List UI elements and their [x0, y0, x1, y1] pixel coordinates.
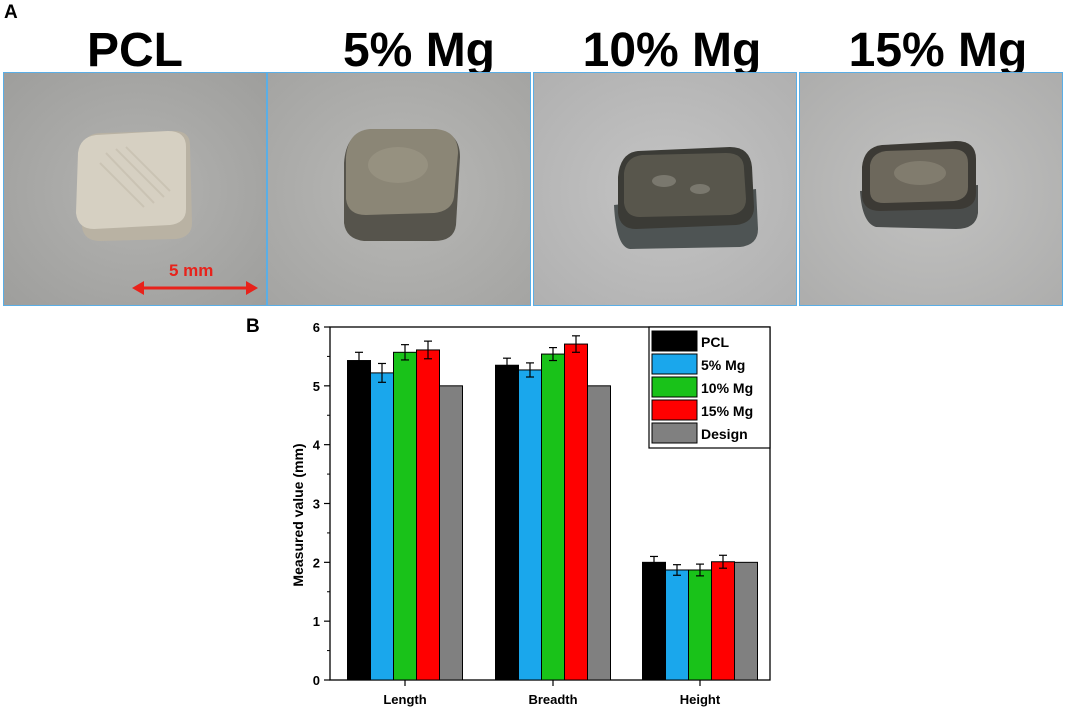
y-tick-label: 6 [313, 320, 320, 335]
x-tick-label: Length [383, 692, 426, 707]
y-tick-label: 2 [313, 555, 320, 570]
x-tick-label: Height [680, 692, 721, 707]
y-tick-label: 0 [313, 673, 320, 688]
photo-10mg-sample [533, 72, 797, 306]
10mg-sample-shape [614, 147, 758, 249]
15mg-sample-shape [860, 141, 978, 229]
bar [564, 343, 588, 681]
legend-swatch [651, 376, 698, 398]
photo-title-15mg: 15% Mg [848, 24, 1028, 77]
y-axis-label: Measured value (mm) [290, 443, 306, 586]
x-tick-label: Breadth [528, 692, 577, 707]
bar [393, 351, 417, 681]
bar [347, 360, 371, 681]
y-tick-label: 4 [313, 438, 321, 453]
photo-title-pcl: PCL [87, 24, 183, 77]
bar [587, 385, 611, 681]
photo-title-5mg: 5% Mg [342, 24, 495, 77]
bar [416, 349, 440, 681]
photo-5mg-sample [267, 72, 531, 306]
bar [665, 569, 689, 681]
bar [370, 372, 394, 681]
bar [495, 364, 519, 681]
y-tick-label: 5 [313, 379, 320, 394]
legend-swatch [651, 399, 698, 421]
pcl-sample-shape [76, 131, 192, 241]
photo-pcl-sample: 5 mm [3, 72, 267, 306]
legend-label: 10% Mg [701, 380, 753, 396]
legend-label: PCL [701, 334, 729, 350]
panel-b-label: B [246, 316, 260, 337]
scale-bar-arrow [132, 281, 258, 295]
bar [734, 561, 758, 681]
scale-bar-label: 5 mm [169, 261, 214, 280]
y-tick-label: 3 [313, 497, 320, 512]
legend-label: 5% Mg [701, 357, 745, 373]
bar [711, 561, 735, 681]
legend-label: Design [701, 426, 748, 442]
bar [541, 353, 565, 681]
photo-15mg-sample [799, 72, 1063, 306]
panel-a-label: A [4, 2, 18, 23]
bar [518, 369, 542, 681]
legend-swatch [651, 422, 698, 444]
legend-swatch [651, 330, 698, 352]
bar [439, 385, 463, 681]
5mg-sample-shape [344, 129, 460, 241]
legend-swatch [651, 353, 698, 375]
photo-title-10mg: 10% Mg [582, 24, 762, 77]
y-tick-label: 1 [313, 614, 320, 629]
bar [688, 569, 712, 681]
legend-label: 15% Mg [701, 403, 753, 419]
bar [642, 561, 666, 681]
